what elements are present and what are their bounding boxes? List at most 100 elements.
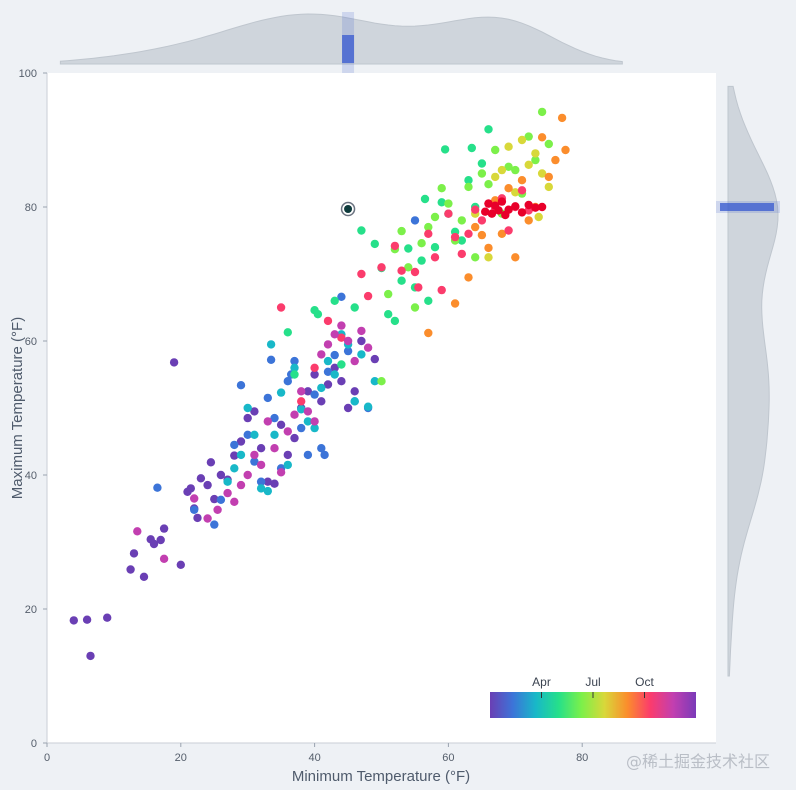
data-point[interactable]	[424, 328, 433, 338]
data-point[interactable]	[437, 285, 446, 295]
data-point[interactable]	[290, 370, 299, 379]
data-point[interactable]	[343, 403, 353, 413]
data-point[interactable]	[350, 387, 359, 396]
data-point[interactable]	[263, 477, 272, 486]
data-point[interactable]	[370, 354, 379, 364]
data-point[interactable]	[440, 145, 450, 154]
data-point[interactable]	[357, 350, 366, 359]
data-point[interactable]	[176, 560, 185, 569]
data-point[interactable]	[230, 497, 239, 506]
data-point[interactable]	[263, 417, 272, 426]
data-point[interactable]	[210, 520, 219, 529]
data-point[interactable]	[511, 202, 520, 211]
data-point[interactable]	[467, 143, 476, 153]
data-point[interactable]	[384, 289, 393, 299]
data-point[interactable]	[236, 437, 246, 446]
data-point[interactable]	[561, 145, 570, 155]
data-point[interactable]	[330, 330, 339, 339]
data-point[interactable]	[310, 363, 319, 372]
data-point[interactable]	[477, 216, 487, 225]
data-point[interactable]	[196, 474, 206, 483]
data-point[interactable]	[343, 336, 353, 346]
data-point[interactable]	[457, 249, 466, 259]
data-point[interactable]	[297, 387, 306, 396]
data-point[interactable]	[297, 405, 306, 414]
data-point[interactable]	[276, 388, 286, 397]
data-point[interactable]	[544, 182, 553, 192]
data-point[interactable]	[511, 253, 520, 262]
data-point[interactable]	[243, 413, 252, 423]
data-point[interactable]	[471, 253, 480, 262]
data-point[interactable]	[149, 539, 159, 549]
data-point[interactable]	[216, 470, 226, 480]
data-point[interactable]	[464, 273, 473, 282]
data-point[interactable]	[236, 480, 246, 490]
data-point[interactable]	[320, 450, 329, 460]
data-point[interactable]	[464, 229, 473, 238]
data-point[interactable]	[477, 159, 487, 168]
data-point[interactable]	[350, 356, 359, 366]
data-point[interactable]	[444, 199, 453, 208]
data-point[interactable]	[531, 203, 540, 212]
data-point[interactable]	[450, 299, 460, 308]
data-point[interactable]	[437, 198, 446, 207]
data-point[interactable]	[494, 206, 503, 215]
data-point[interactable]	[103, 613, 112, 622]
data-point[interactable]	[390, 241, 400, 251]
data-point[interactable]	[497, 197, 507, 206]
data-point[interactable]	[343, 346, 353, 356]
data-point[interactable]	[283, 427, 292, 436]
data-point[interactable]	[397, 226, 406, 236]
data-point[interactable]	[223, 477, 232, 486]
data-point[interactable]	[230, 464, 239, 473]
data-point[interactable]	[420, 194, 430, 204]
data-point[interactable]	[504, 162, 513, 171]
data-point[interactable]	[317, 383, 326, 393]
data-point[interactable]	[230, 440, 239, 450]
data-point[interactable]	[206, 458, 216, 467]
data-point[interactable]	[357, 336, 366, 346]
data-point[interactable]	[310, 370, 319, 379]
data-point[interactable]	[153, 483, 162, 492]
data-point[interactable]	[139, 572, 149, 581]
data-point[interactable]	[270, 430, 279, 439]
data-point[interactable]	[243, 430, 252, 439]
data-point[interactable]	[504, 226, 513, 235]
data-point[interactable]	[310, 390, 319, 399]
data-point[interactable]	[410, 267, 420, 277]
data-point[interactable]	[537, 202, 547, 212]
data-point[interactable]	[370, 239, 379, 249]
data-point[interactable]	[283, 460, 292, 470]
data-point[interactable]	[216, 495, 226, 504]
data-point[interactable]	[517, 208, 527, 217]
data-point[interactable]	[424, 296, 433, 305]
data-point[interactable]	[464, 182, 473, 192]
data-point[interactable]	[471, 222, 480, 232]
data-point[interactable]	[186, 484, 195, 493]
data-point[interactable]	[410, 303, 420, 312]
data-point[interactable]	[487, 209, 497, 218]
data-point[interactable]	[330, 350, 339, 360]
data-point[interactable]	[357, 226, 366, 235]
data-point[interactable]	[537, 169, 547, 178]
data-point[interactable]	[491, 145, 500, 155]
data-point[interactable]	[159, 554, 169, 563]
data-point[interactable]	[544, 172, 553, 182]
data-point[interactable]	[534, 212, 543, 222]
data-point[interactable]	[484, 253, 493, 262]
data-point[interactable]	[551, 155, 560, 165]
data-point[interactable]	[203, 514, 212, 523]
data-point[interactable]	[243, 403, 252, 413]
data-point[interactable]	[303, 450, 313, 460]
data-point[interactable]	[263, 486, 272, 496]
data-point[interactable]	[256, 477, 266, 486]
data-point[interactable]	[397, 266, 406, 275]
data-point[interactable]	[350, 397, 359, 406]
data-point[interactable]	[303, 407, 313, 416]
data-point[interactable]	[531, 155, 540, 165]
data-point[interactable]	[270, 413, 279, 423]
data-point[interactable]	[133, 527, 142, 536]
data-point[interactable]	[250, 407, 259, 416]
data-point[interactable]	[430, 243, 440, 252]
data-point[interactable]	[213, 505, 222, 514]
